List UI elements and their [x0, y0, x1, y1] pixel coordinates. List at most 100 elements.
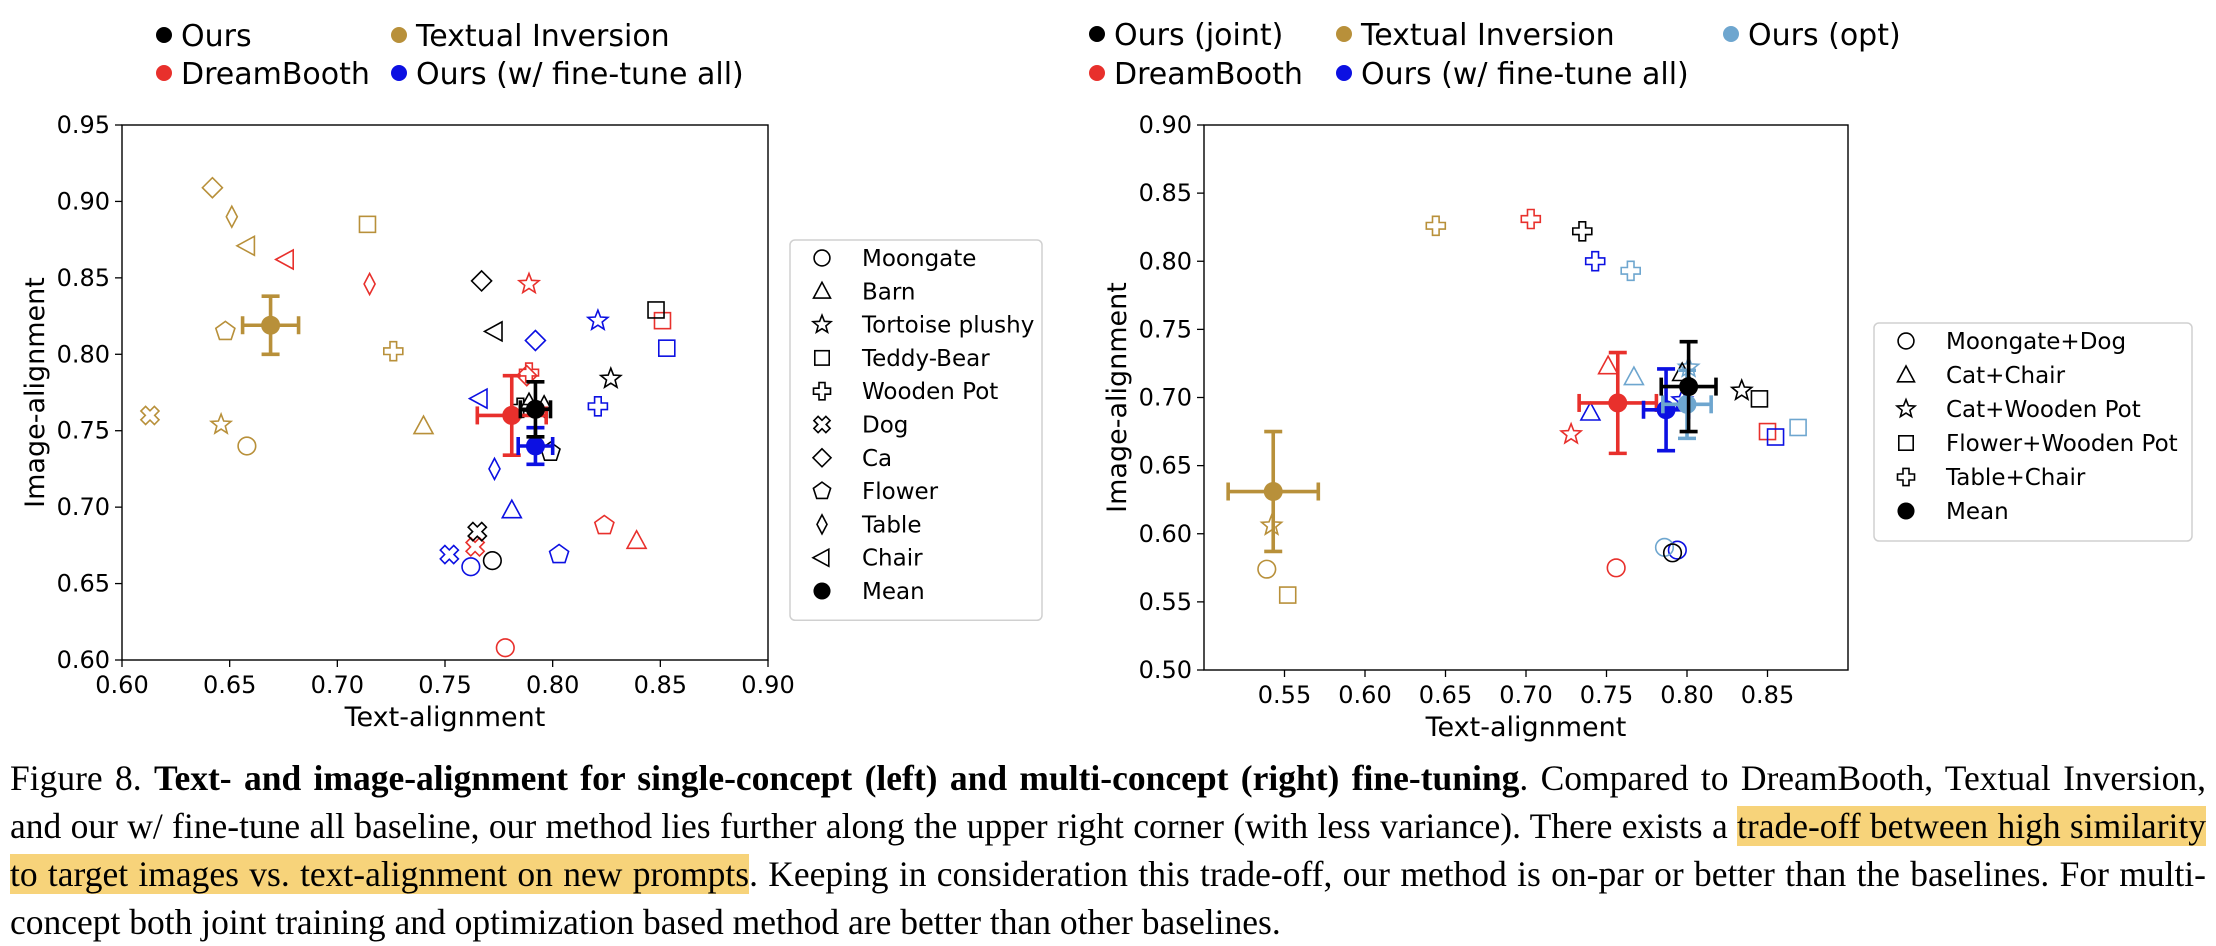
legend-marker-flower	[812, 481, 832, 500]
y-tick-label: 0.50	[1139, 656, 1192, 684]
legend-marker-mean	[813, 582, 831, 600]
shape-legend-label: Tortoise plushy	[861, 313, 1034, 339]
shape-legend-label: Cat+Wooden Pot	[1946, 397, 2141, 423]
legend-marker-mean	[1897, 502, 1915, 520]
x-tick-label: 0.60	[95, 671, 148, 699]
legend-dot-dreambooth	[1089, 65, 1105, 81]
point-dreambooth-moongate-dog	[1606, 558, 1626, 578]
point-ours-dog	[467, 521, 488, 542]
legend-dot-dreambooth	[156, 65, 172, 81]
legend-dot-ours	[156, 27, 172, 43]
y-tick-label: 0.80	[1139, 247, 1192, 275]
legend-marker-tortoise-plushy	[810, 313, 834, 334]
point-dreambooth-table	[363, 271, 377, 297]
shape-legend-label: Barn	[862, 279, 916, 305]
point-textual-inversion-flower-wooden-pot	[1278, 586, 1297, 604]
mean-textual-inversion	[261, 315, 281, 335]
plot-frame	[121, 124, 769, 661]
point-textual-inversion-ca	[201, 176, 224, 199]
point-ours-w-fine-tune-all-tortoise-plushy	[585, 307, 611, 331]
x-tick-label: 0.65	[203, 671, 256, 699]
x-axis-label: Text-alignment	[344, 702, 546, 733]
point-ours-w-fine-tune-all-cat-chair	[1579, 400, 1602, 421]
point-ours-tortoise-plushy	[598, 365, 623, 389]
shape-legend-label: Table	[861, 512, 921, 538]
shape-legend-label: Table+Chair	[1945, 465, 2086, 491]
shape-legend-label: Moongate+Dog	[1946, 329, 2126, 355]
x-tick-label: 0.60	[1338, 681, 1391, 709]
legend-label-ours: Ours	[181, 19, 252, 54]
shape-legend-label: Flower	[862, 479, 939, 505]
x-tick-label: 0.70	[1499, 681, 1552, 709]
legend-marker-wooden-pot	[812, 381, 832, 401]
mean-dreambooth	[502, 405, 522, 425]
y-tick-label: 0.75	[57, 417, 110, 445]
point-dreambooth-cat-chair	[1597, 354, 1619, 375]
legend-label-textual-inversion: Textual Inversion	[415, 19, 670, 54]
point-dreambooth-wooden-pot	[518, 362, 540, 383]
point-ours-w-fine-tune-all-flower	[548, 543, 570, 564]
y-tick-label: 0.70	[1139, 384, 1192, 412]
x-tick-label: 0.80	[526, 671, 579, 699]
x-tick-label: 0.80	[1660, 681, 1713, 709]
point-ours-w-fine-tune-all-moongate	[461, 557, 481, 577]
x-tick-label: 0.75	[418, 671, 471, 699]
x-tick-label: 0.55	[1258, 681, 1311, 709]
point-ours-w-fine-tune-all-wooden-pot	[587, 395, 609, 417]
point-ours-w-fine-tune-all-ca	[524, 329, 547, 352]
mean-ours	[525, 399, 545, 419]
shape-legend-label: Flower+Wooden Pot	[1946, 431, 2178, 457]
legend-dot-ours-joint	[1089, 26, 1105, 42]
legend-label-textual-inversion: Textual Inversion	[1360, 18, 1615, 53]
legend-label-dreambooth: DreamBooth	[181, 57, 370, 92]
x-tick-label: 0.90	[741, 671, 794, 699]
legend-marker-cat-chair	[1896, 364, 1916, 383]
shape-legend-label: Dog	[862, 413, 908, 439]
figure-caption: Figure 8. Text- and image-alignment for …	[10, 754, 2206, 946]
legend-marker-moongate-dog	[1897, 332, 1915, 350]
y-tick-label: 0.80	[57, 340, 110, 368]
shape-legend-label: Teddy-Bear	[861, 346, 990, 372]
point-ours-ca	[470, 269, 493, 293]
y-tick-label: 0.85	[1139, 179, 1192, 207]
point-dreambooth-moongate	[495, 638, 515, 658]
mean-ours-w-fine-tune-all	[525, 436, 545, 456]
x-tick-label: 0.65	[1419, 681, 1472, 709]
point-ours-opt-table-chair	[1620, 260, 1641, 282]
caption-label: Figure 8.	[10, 758, 142, 798]
shape-legend-label: Cat+Chair	[1946, 363, 2066, 389]
legend-label-ours-opt: Ours (opt)	[1748, 18, 1901, 53]
x-tick-label: 0.75	[1580, 681, 1633, 709]
legend-dot-ours-w-fine-tune-all	[1336, 65, 1352, 81]
legend-marker-dog	[812, 415, 832, 434]
legend-label-ours-w-fine-tune-all: Ours (w/ fine-tune all)	[1361, 57, 1689, 92]
point-ours-chair	[482, 320, 503, 343]
shape-legend-box	[789, 239, 1043, 622]
y-tick-label: 0.60	[1139, 520, 1192, 548]
point-ours-w-fine-tune-all-table-chair	[1584, 250, 1606, 272]
y-tick-label: 0.70	[57, 493, 110, 521]
point-dreambooth-flower	[593, 514, 615, 535]
point-ours-w-fine-tune-all-chair	[467, 387, 488, 410]
point-textual-inversion-moongate-dog	[1257, 559, 1277, 579]
point-ours-w-fine-tune-all-moongate-dog	[1667, 540, 1687, 560]
y-tick-label: 0.90	[1139, 111, 1192, 139]
point-dreambooth-chair	[274, 248, 295, 271]
point-ours-joint-moongate-dog	[1662, 543, 1683, 563]
point-textual-inversion-wooden-pot	[382, 340, 404, 362]
point-textual-inversion-tortoise-plushy	[208, 411, 234, 435]
point-textual-inversion-moongate	[237, 436, 257, 456]
mean-ours-joint	[1679, 377, 1699, 397]
legend-label-ours-joint: Ours (joint)	[1114, 18, 1283, 53]
y-tick-label: 0.65	[57, 570, 110, 598]
legend-marker-ca	[811, 447, 833, 468]
legend-dot-ours-w-fine-tune-all	[391, 65, 407, 81]
y-tick-label: 0.60	[57, 646, 110, 674]
y-tick-label: 0.85	[57, 264, 110, 292]
x-tick-label: 0.85	[1741, 681, 1794, 709]
point-ours-teddy-bear	[647, 301, 665, 319]
legend-marker-flower-wooden-pot	[1898, 434, 1915, 451]
point-textual-inversion-table-chair	[1425, 215, 1447, 237]
y-tick-label: 0.95	[57, 111, 110, 139]
